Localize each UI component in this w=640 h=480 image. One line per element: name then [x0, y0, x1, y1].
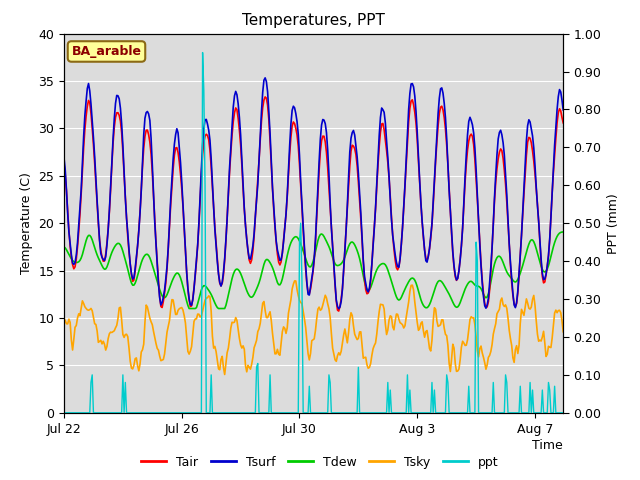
Text: Time: Time	[532, 439, 563, 452]
Title: Temperatures, PPT: Temperatures, PPT	[242, 13, 385, 28]
Legend: Tair, Tsurf, Tdew, Tsky, ppt: Tair, Tsurf, Tdew, Tsky, ppt	[136, 451, 504, 474]
Y-axis label: PPT (mm): PPT (mm)	[607, 193, 620, 253]
Y-axis label: Temperature (C): Temperature (C)	[20, 172, 33, 274]
Text: BA_arable: BA_arable	[72, 45, 141, 58]
